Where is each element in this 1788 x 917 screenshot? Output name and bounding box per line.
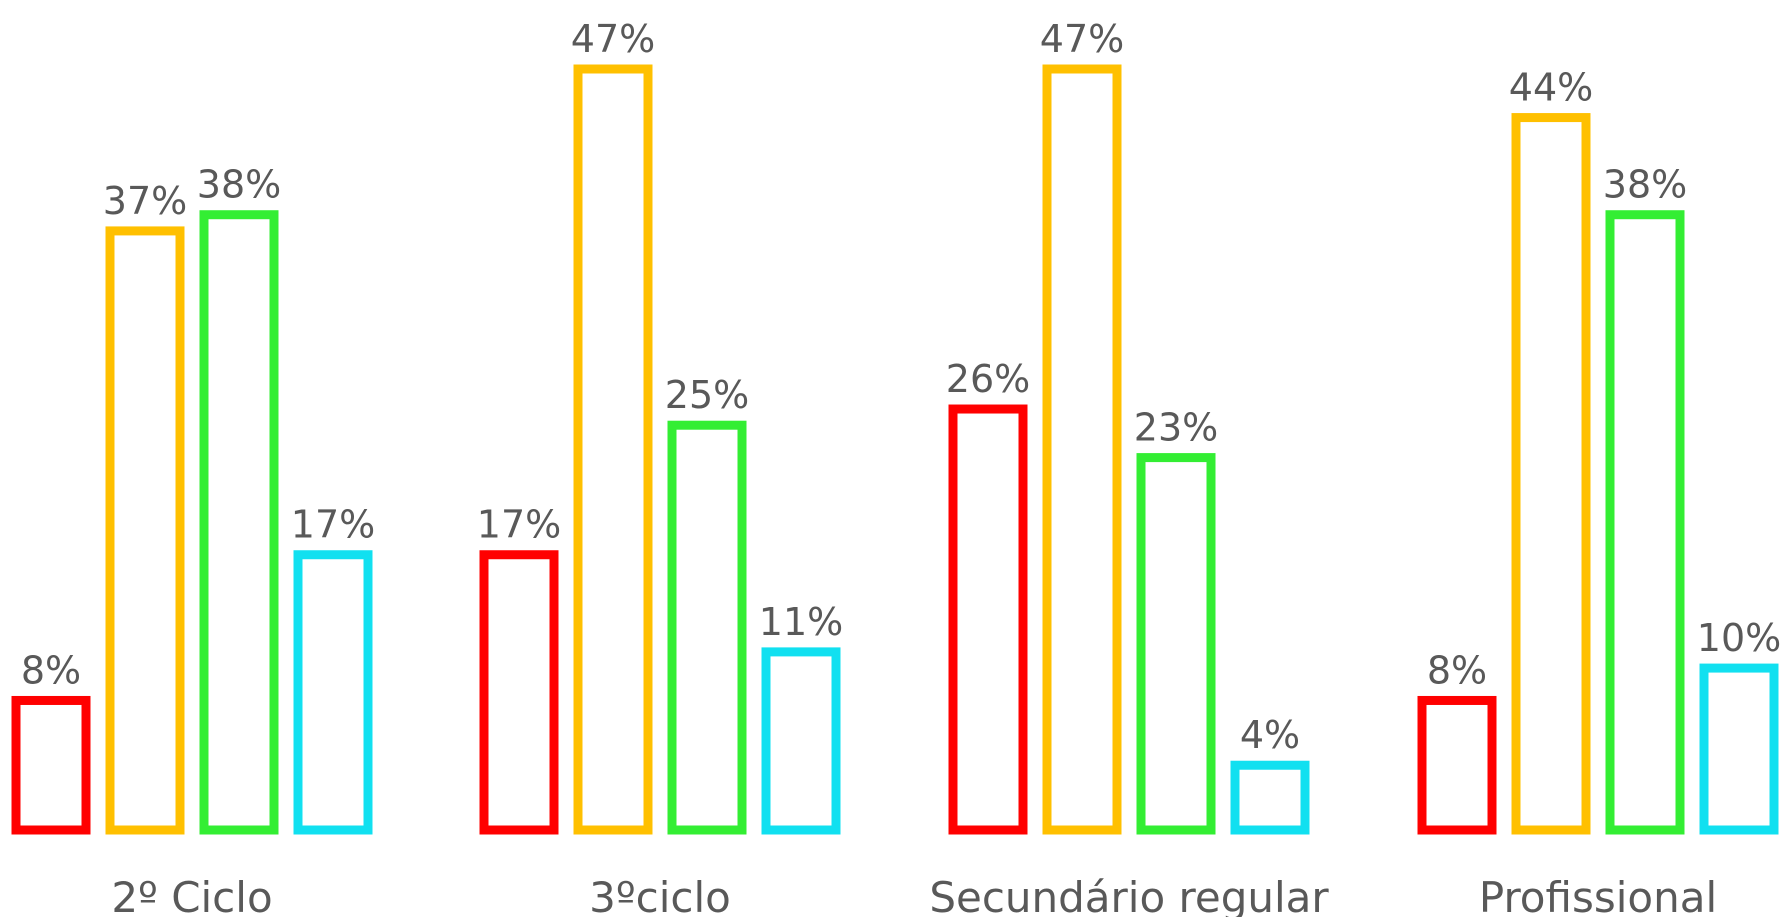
- data-label: 47%: [1040, 17, 1124, 61]
- data-label: 47%: [571, 17, 655, 61]
- bar: [1605, 210, 1685, 835]
- data-label: 38%: [1603, 163, 1687, 207]
- bar: [105, 226, 185, 835]
- data-label: 23%: [1134, 406, 1218, 450]
- category-labels-layer: 2º Ciclo 3ºciclo Secundário regular Profiss…: [111, 873, 1717, 917]
- bar: [293, 550, 373, 835]
- bar: [573, 64, 653, 835]
- data-label: 38%: [197, 163, 281, 207]
- bar: [1699, 663, 1779, 835]
- bar: [761, 647, 841, 835]
- bar: [1042, 64, 1122, 835]
- category-label: 2º Ciclo: [111, 873, 272, 917]
- category-label: Profissional: [1479, 873, 1717, 917]
- bars-layer: [11, 64, 1779, 835]
- data-label: 8%: [1427, 648, 1487, 692]
- bar: [1417, 695, 1497, 835]
- bar: [667, 420, 747, 835]
- data-labels-layer: 8%37% 38%17% 17%47%25%11%26%47%23%4%8%44%3…: [21, 17, 1781, 757]
- data-label: 8%: [21, 648, 81, 692]
- bar: [11, 695, 91, 835]
- bar: [199, 210, 279, 835]
- data-label: 37%: [103, 179, 187, 223]
- data-label: 44%: [1509, 66, 1593, 110]
- data-label: 17%: [477, 503, 561, 547]
- data-label: 4%: [1240, 713, 1300, 757]
- bar: [948, 404, 1028, 835]
- bar: [1230, 760, 1310, 835]
- data-label: 17%: [291, 503, 375, 547]
- data-label: 26%: [946, 357, 1030, 401]
- bar: [479, 550, 559, 835]
- data-label: 10%: [1697, 616, 1781, 660]
- bar: [1511, 113, 1591, 835]
- category-label: 3ºciclo: [589, 873, 731, 917]
- bar: [1136, 453, 1216, 835]
- category-label: Secundário regular: [929, 873, 1329, 917]
- data-label: 25%: [665, 373, 749, 417]
- data-label: 11%: [759, 600, 843, 644]
